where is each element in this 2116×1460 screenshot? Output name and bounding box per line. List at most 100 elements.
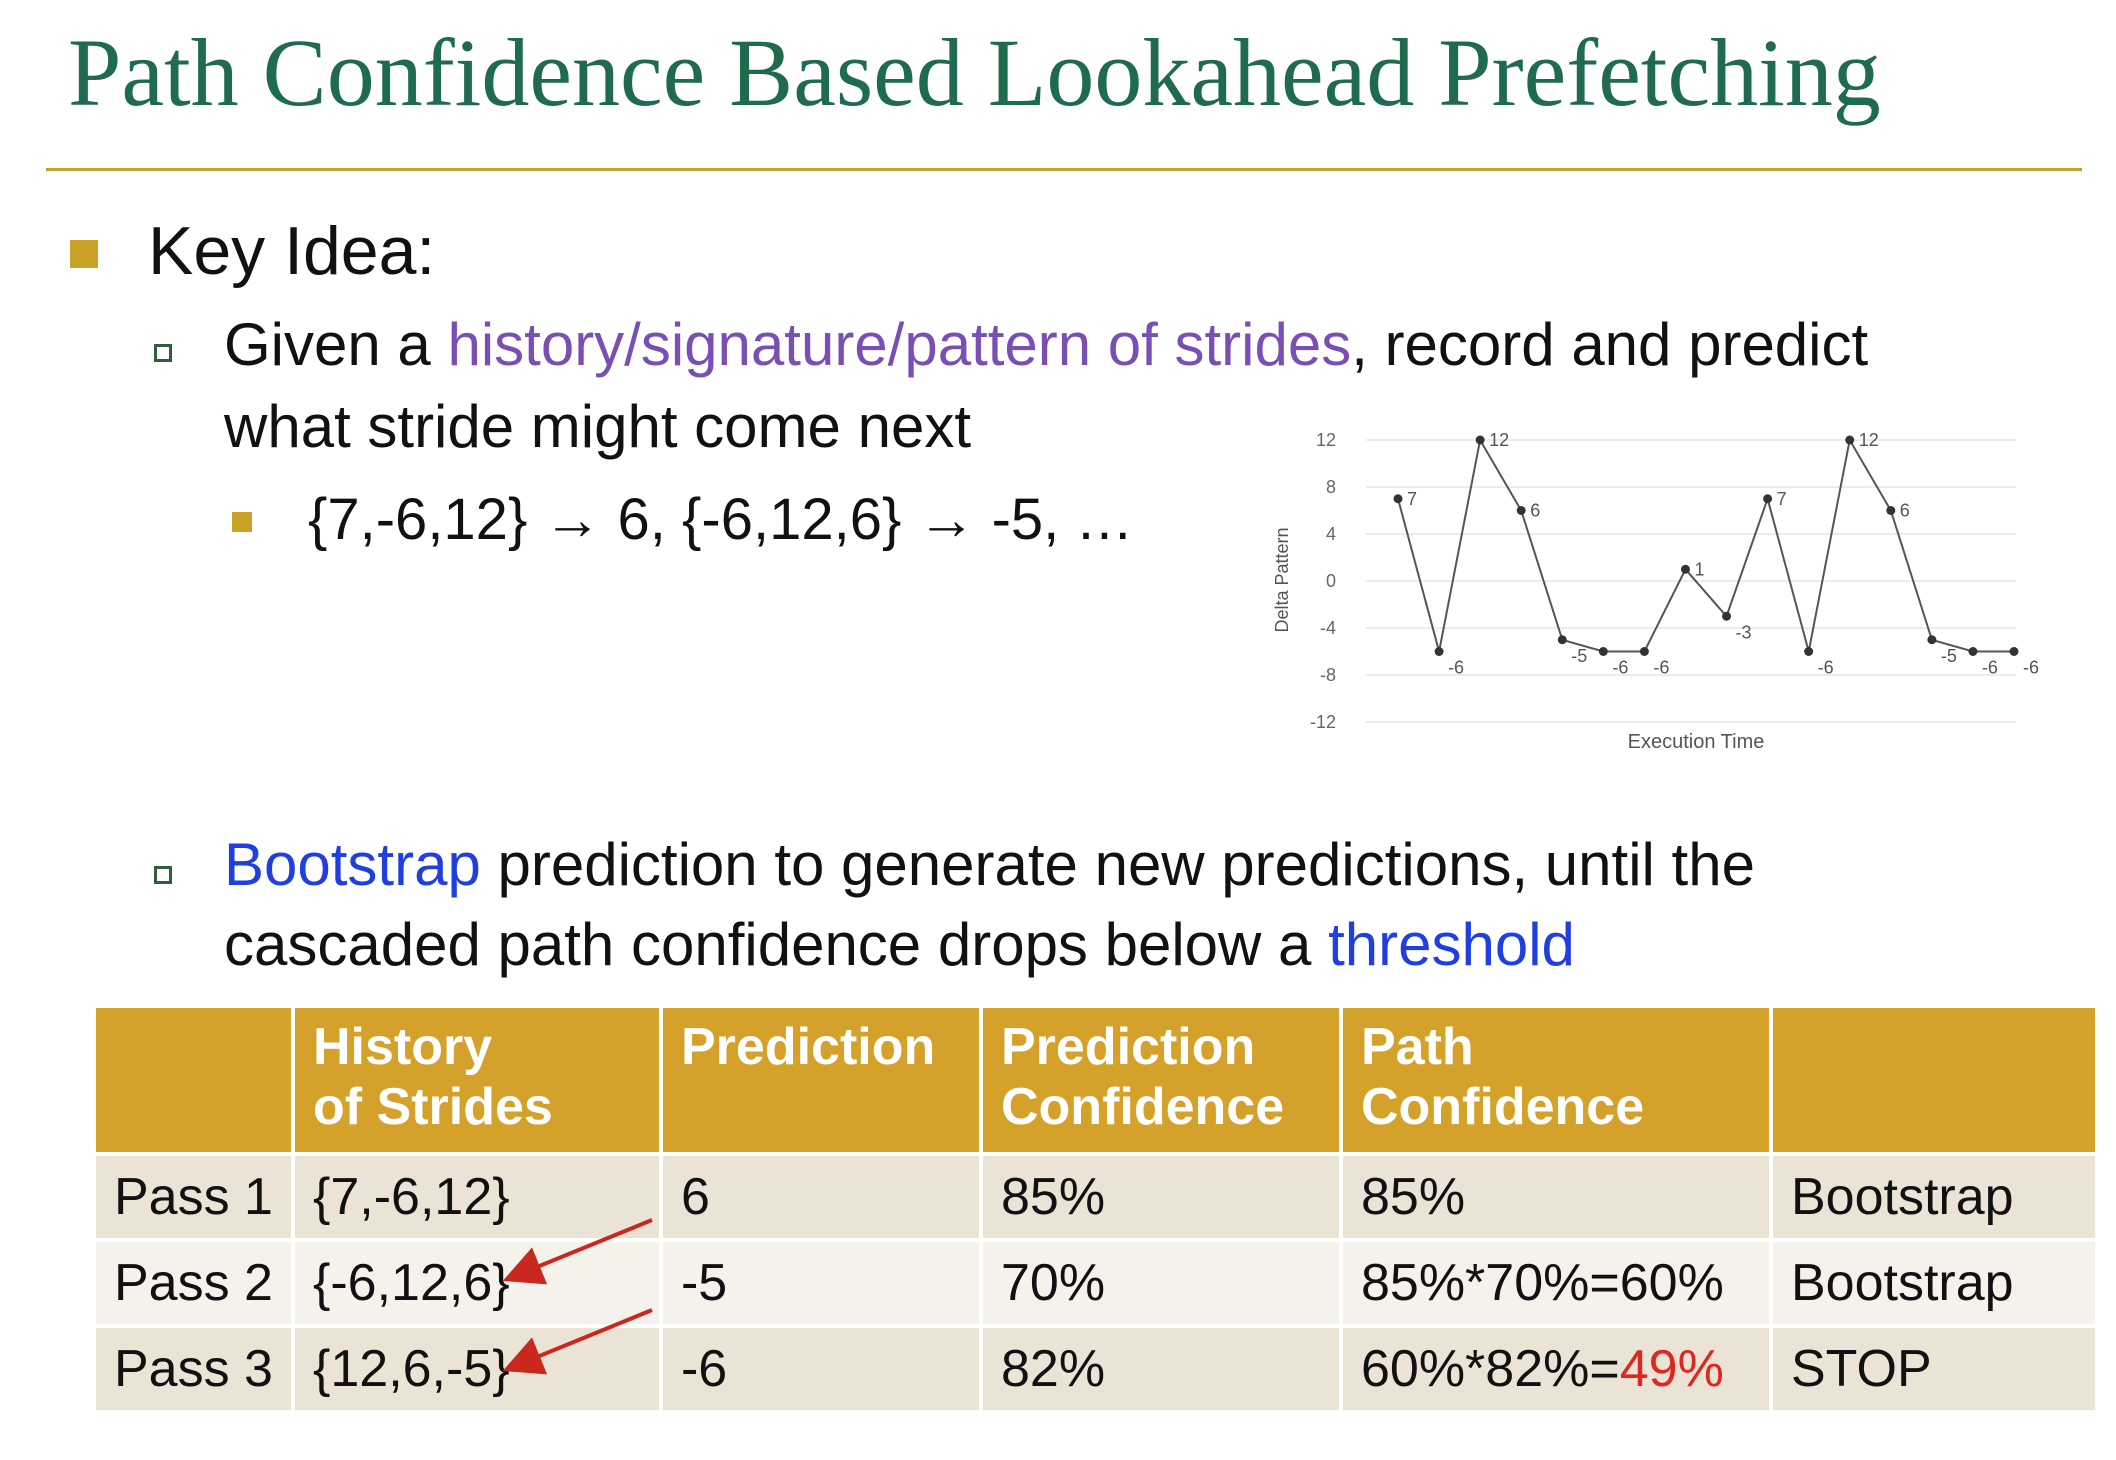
cell-prediction: 6 (662, 1156, 979, 1238)
y-tick-label: 4 (1326, 524, 1336, 544)
lookahead-table: History of Strides Prediction Prediction C… (92, 1004, 2099, 1414)
data-point (1680, 564, 1690, 574)
cell-action: Bootstrap (1772, 1156, 2095, 1238)
data-label: -6 (1982, 658, 1998, 678)
shift-arrows (502, 1218, 653, 1375)
sub-bullet-example: {7,-6,12} → 6, {-6,12,6} → -5, … (308, 487, 1134, 552)
bullet1-suffix: , record and predict (1351, 311, 1869, 378)
data-label: -5 (1571, 646, 1587, 666)
cell-action-stop: STOP (1772, 1328, 2095, 1410)
cell-path-confidence: 85%*70%=60% (1342, 1242, 1769, 1324)
table-row: Pass 2 {-6,12,6} -5 70% 85%*70%=60% Boot… (96, 1242, 2095, 1324)
data-point (1639, 647, 1649, 656)
header-line: Confidence (1360, 1077, 1645, 1136)
header-prediction-confidence: Prediction Confidence (982, 1008, 1339, 1152)
bullet2-line2: cascaded path confidence drops below a t… (224, 910, 1575, 979)
bullet1-line1: Given a history/signature/pattern of str… (224, 310, 1868, 379)
data-label: -6 (1818, 658, 1834, 678)
cell-prediction: -6 (662, 1328, 979, 1410)
slide-title: Path Confidence Based Lookahead Prefetch… (68, 19, 1881, 126)
data-label: 7 (1777, 489, 1787, 509)
header-line: of Strides (312, 1077, 553, 1136)
data-label: 12 (1859, 430, 1879, 450)
hollow-square-bullet-icon (154, 866, 172, 884)
chart-y-ticks: 12 8 4 0 -4 -8 -12 (1310, 430, 1336, 732)
chart-y-axis-label: Delta Pattern (1272, 527, 1292, 632)
series-line (1397, 437, 2014, 653)
cell-prediction-confidence: 82% (982, 1328, 1339, 1410)
cell-path-confidence: 85% (1342, 1156, 1769, 1238)
chart-x-axis-label: Execution Time (1628, 731, 1765, 753)
y-tick-label: 12 (1316, 430, 1336, 450)
bullet1-prefix: Given a (224, 311, 448, 378)
bullet2-line1-rest: prediction to generate new predictions, … (480, 831, 1755, 898)
data-label: -6 (1653, 658, 1669, 678)
cell-prediction: -5 (662, 1242, 979, 1324)
header-prediction: Prediction (662, 1008, 979, 1152)
data-point (1516, 506, 1526, 515)
path-confidence-value: 85%*70%=60% (1360, 1254, 1724, 1312)
data-label: -3 (1736, 622, 1752, 642)
bullet-square-icon (70, 240, 98, 268)
data-label: -6 (1612, 658, 1628, 678)
header-action (1772, 1008, 2095, 1152)
data-label: 6 (1530, 501, 1540, 521)
data-point (2009, 647, 2019, 656)
cell-pass: Pass 2 (96, 1242, 291, 1324)
cell-prediction-confidence: 70% (982, 1242, 1339, 1324)
data-label: 1 (1694, 559, 1704, 579)
table-header-row: History of Strides Prediction Prediction C… (96, 1008, 2095, 1152)
arrow-icon (502, 1308, 653, 1375)
data-point (1886, 506, 1896, 515)
data-label: 12 (1489, 430, 1509, 450)
hollow-square-bullet-icon (154, 344, 172, 362)
data-label: 6 (1900, 501, 1910, 521)
bullet2-line1: Bootstrap prediction to generate new pre… (224, 830, 1755, 899)
data-label: -6 (1448, 658, 1464, 678)
data-point (1968, 647, 1978, 656)
data-point (1598, 647, 1608, 656)
data-point (1845, 435, 1855, 445)
arrow-icon (502, 1218, 653, 1285)
data-label: 7 (1407, 489, 1417, 509)
header-line: Confidence (1000, 1077, 1285, 1136)
y-tick-label: -4 (1320, 618, 1336, 638)
y-tick-label: 0 (1326, 571, 1336, 591)
bullet1-highlight: history/signature/pattern of strides (447, 311, 1352, 378)
bullet-square-icon (232, 512, 252, 532)
data-point (1557, 635, 1567, 645)
cell-action: Bootstrap (1772, 1242, 2095, 1324)
table-row: Pass 1 {7,-6,12} 6 85% 85% Bootstrap (96, 1156, 2095, 1238)
path-confidence-below-threshold: 49% (1619, 1340, 1724, 1398)
cell-pass: Pass 3 (96, 1328, 291, 1410)
bootstrap-highlight: Bootstrap (224, 831, 481, 898)
bullet1-line2: what stride might come next (224, 393, 971, 460)
header-history: History of Strides (294, 1008, 659, 1152)
cell-prediction-confidence: 85% (982, 1156, 1339, 1238)
data-point (1722, 611, 1732, 621)
delta-pattern-chart: 12 8 4 0 -4 -8 -12 Delta Pattern Execution Tim… (1272, 430, 2039, 753)
cell-pass: Pass 1 (96, 1156, 291, 1238)
header-line: History (312, 1018, 493, 1076)
header-line: Prediction (1000, 1018, 1256, 1076)
key-idea-heading: Key Idea: (148, 213, 436, 289)
table-row: Pass 3 {12,6,-5} -6 82% 60%*82%=49% STOP (96, 1328, 2095, 1410)
data-point (1763, 494, 1773, 504)
y-tick-label: 8 (1326, 477, 1336, 497)
data-point (1804, 647, 1814, 656)
bullet2-line2-prefix: cascaded path confidence drops below a (224, 911, 1329, 978)
data-label: -5 (1941, 646, 1957, 666)
data-point (1393, 494, 1403, 504)
cell-history: {12,6,-5} (294, 1328, 659, 1410)
chart-grid (1366, 439, 2016, 723)
header-pass (96, 1008, 291, 1152)
cell-history: {7,-6,12} (294, 1156, 659, 1238)
cell-path-confidence: 60%*82%=49% (1342, 1328, 1769, 1410)
y-tick-label: -12 (1310, 712, 1336, 732)
data-point (1927, 635, 1937, 645)
cell-history: {-6,12,6} (294, 1242, 659, 1324)
data-point (1434, 647, 1444, 656)
threshold-highlight: threshold (1328, 911, 1575, 978)
title-divider (46, 168, 2082, 171)
data-label: -6 (2023, 658, 2039, 678)
